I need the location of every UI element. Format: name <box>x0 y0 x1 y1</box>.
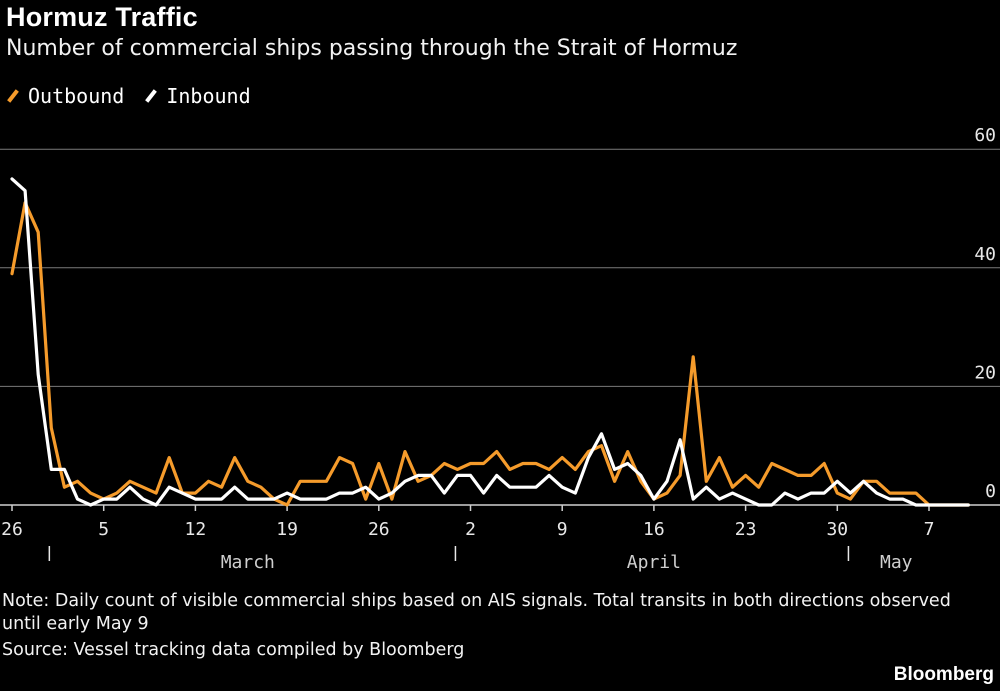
x-tick-label-10: 7 <box>924 519 935 540</box>
series-line-outbound <box>10 200 970 507</box>
x-tick-label-4: 26 <box>368 519 390 540</box>
y-tick-label-20: 20 <box>974 362 996 383</box>
legend-swatch-outbound <box>7 89 19 103</box>
x-tick-label-6: 9 <box>557 519 568 540</box>
legend: Outbound Inbound <box>6 84 251 108</box>
x-tick-label-9: 30 <box>826 519 848 540</box>
line-chart: 0 20 40 60 26 5 12 19 26 2 9 16 23 30 7 March April May <box>0 125 1000 573</box>
y-tick-label-0: 0 <box>985 481 996 502</box>
x-tick-label-7: 16 <box>643 519 665 540</box>
x-tick-label-1: 5 <box>98 519 109 540</box>
x-tick-label-0: 26 <box>1 519 23 540</box>
legend-swatch-inbound <box>145 89 158 103</box>
x-tick-label-3: 19 <box>276 519 298 540</box>
legend-label-inbound: Inbound <box>166 84 251 108</box>
chart-source: Source: Vessel tracking data compiled by… <box>2 640 465 660</box>
x-tick-label-2: 12 <box>185 519 207 540</box>
month-label-0: March <box>221 552 275 573</box>
x-tick-label-8: 23 <box>735 519 757 540</box>
legend-label-outbound: Outbound <box>28 84 125 108</box>
y-tick-label-60: 60 <box>974 125 996 146</box>
month-label-1: April <box>627 552 681 573</box>
chart-title: Hormuz Traffic <box>6 2 198 32</box>
legend-item-outbound: Outbound <box>6 84 124 108</box>
chart-subtitle: Number of commercial ships passing throu… <box>6 36 738 61</box>
legend-item-inbound: Inbound <box>144 84 251 108</box>
series-line-inbound <box>10 177 970 507</box>
x-tick-label-5: 2 <box>465 519 476 540</box>
bloomberg-logo: Bloomberg <box>893 664 994 685</box>
chart-note: Note: Daily count of visible commercial … <box>2 591 951 634</box>
y-tick-label-40: 40 <box>974 244 996 265</box>
month-label-2: May <box>880 552 913 573</box>
